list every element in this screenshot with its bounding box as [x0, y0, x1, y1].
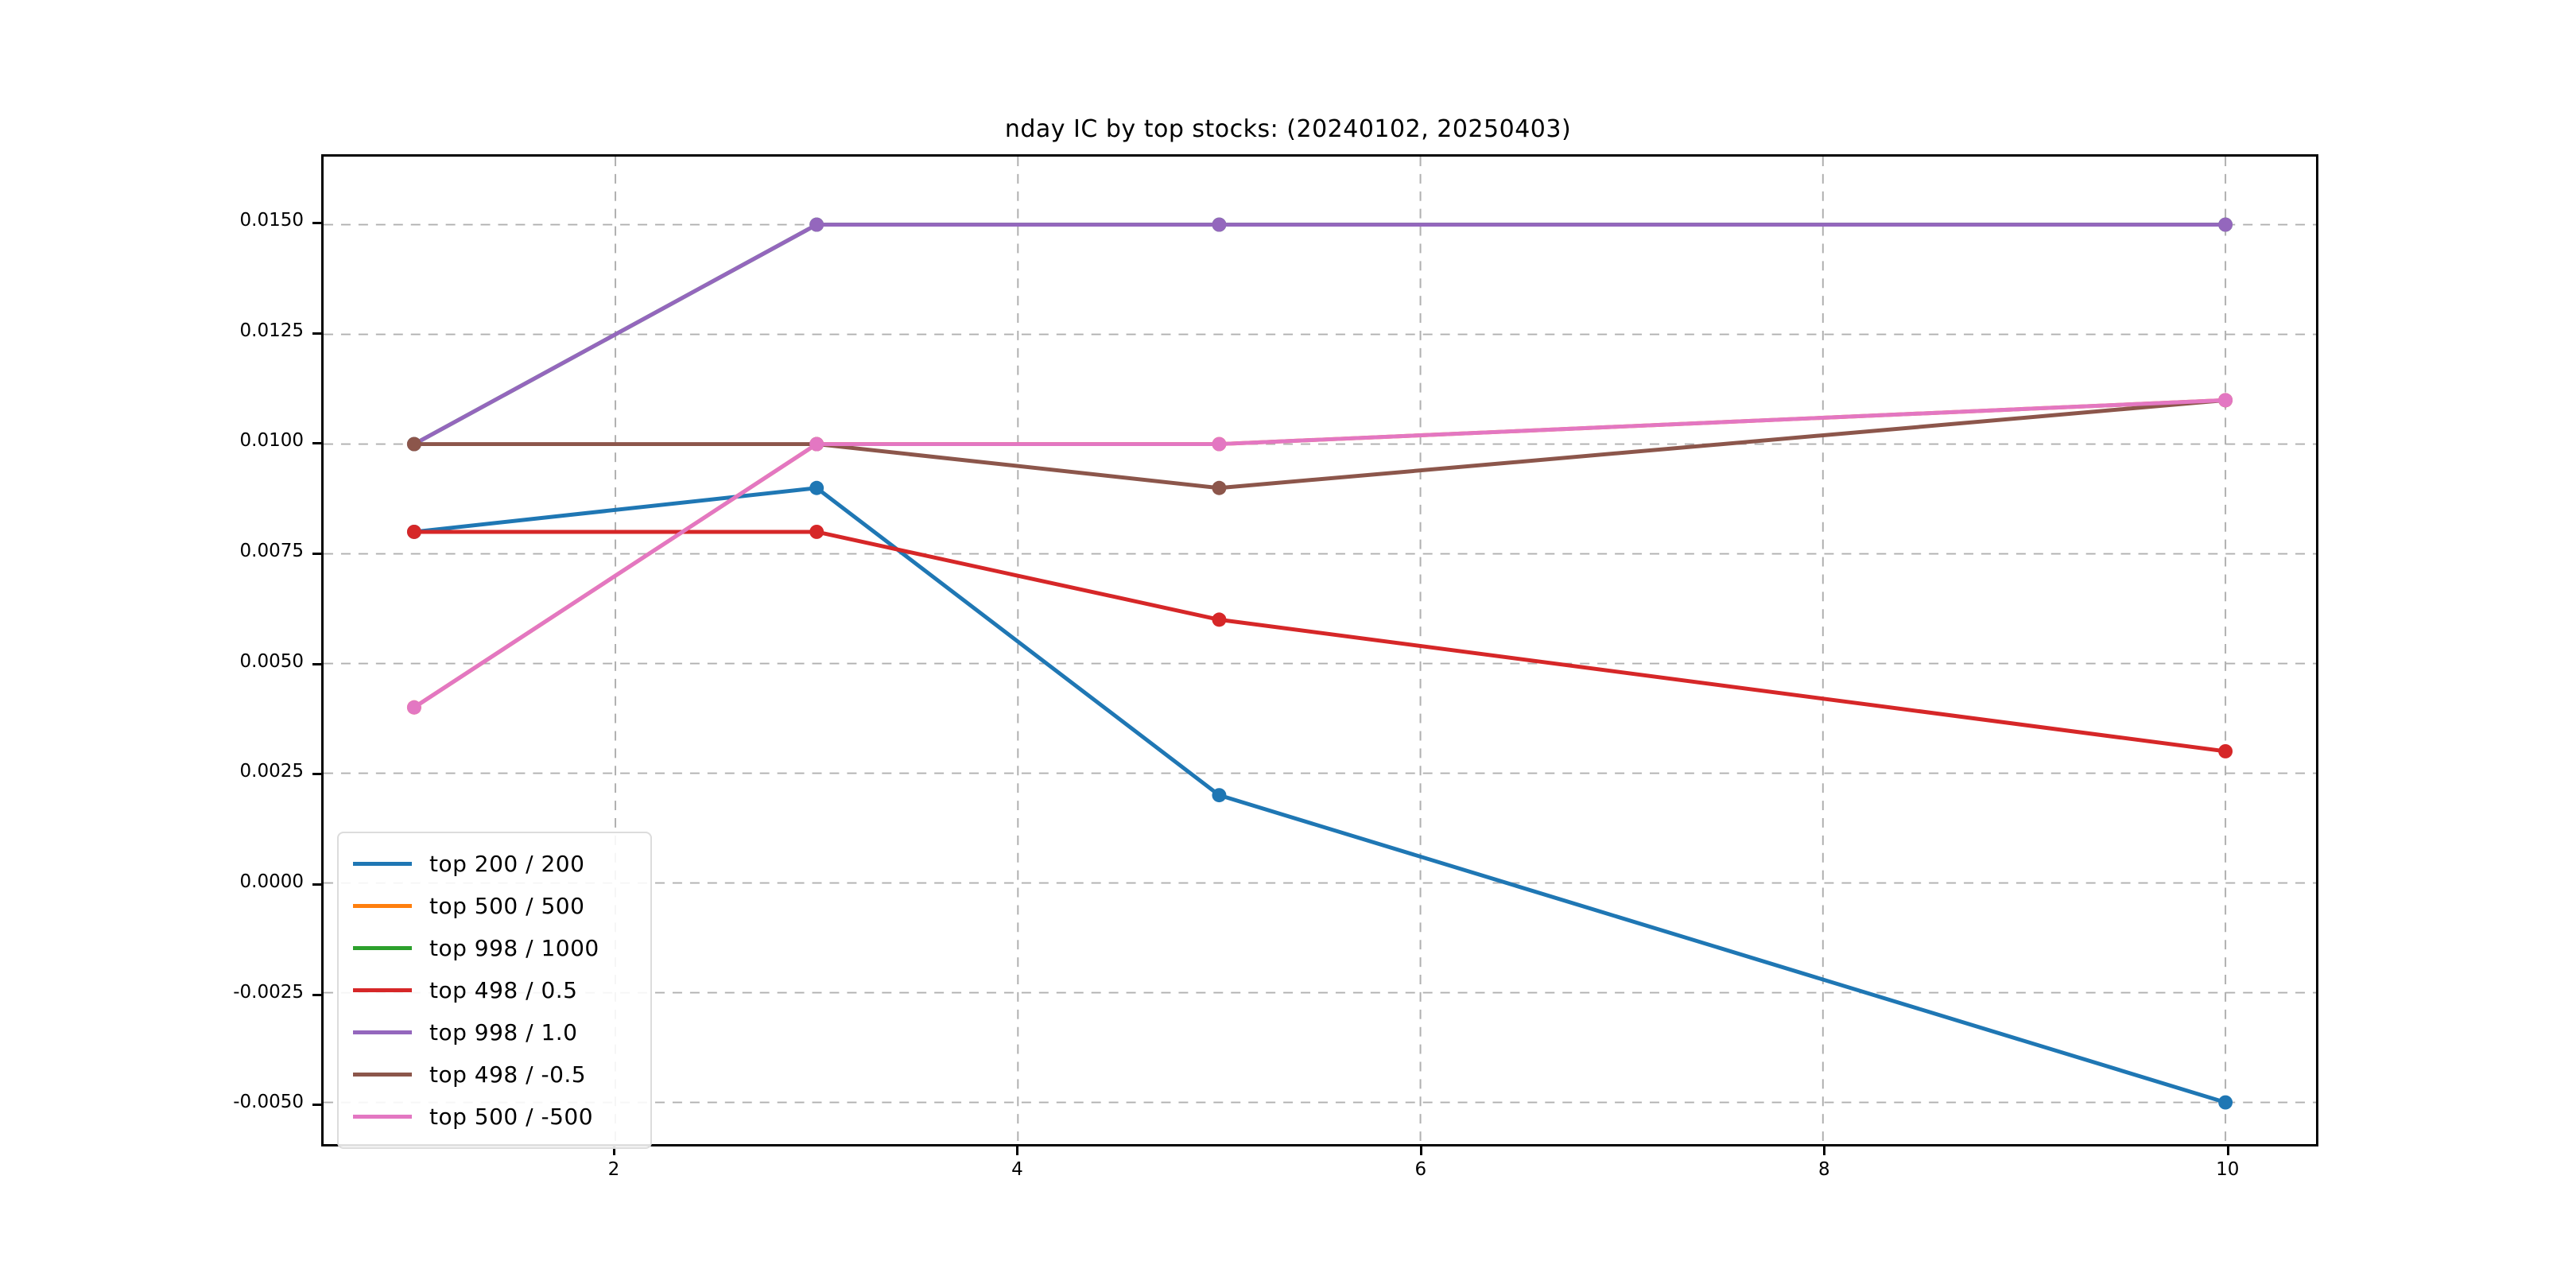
data-point-marker — [809, 436, 824, 452]
data-point-marker — [809, 480, 824, 495]
data-series — [406, 393, 2233, 715]
grid-lines — [324, 157, 2316, 1144]
data-point-marker — [809, 525, 824, 539]
y-axis-tick-mark — [312, 552, 321, 555]
legend-item[interactable]: top 498 / -0.5 — [339, 1053, 650, 1096]
legend-item[interactable]: top 500 / -500 — [339, 1096, 650, 1138]
y-axis-tick-mark — [312, 883, 321, 886]
legend-item-label: top 998 / 1000 — [429, 935, 599, 961]
x-axis-tick-label: 4 — [1011, 1159, 1023, 1180]
data-point-marker — [2218, 1095, 2233, 1110]
y-axis-tick-mark — [312, 662, 321, 665]
y-axis-tick-label: 0.0050 — [239, 650, 304, 672]
chart-legend[interactable]: top 200 / 200 top 500 / 500 top 998 / 1000… — [337, 832, 652, 1149]
data-point-marker — [406, 436, 421, 452]
data-point-marker — [406, 525, 421, 539]
y-axis-tick-mark — [312, 993, 321, 996]
legend-item-label: top 200 / 200 — [429, 851, 585, 877]
data-point-marker — [1212, 480, 1227, 495]
data-point-marker — [1212, 217, 1227, 232]
legend-color-swatch — [353, 862, 412, 866]
y-axis-tick-mark — [312, 442, 321, 445]
legend-color-swatch — [353, 904, 412, 908]
y-axis-tick-mark — [312, 221, 321, 224]
x-axis-tick-label: 2 — [607, 1159, 620, 1180]
x-axis-tick-label: 10 — [2216, 1159, 2240, 1180]
x-axis-tick-mark — [1419, 1146, 1422, 1155]
legend-color-swatch — [353, 1073, 412, 1077]
y-axis-tick-label: -0.0050 — [233, 1092, 304, 1113]
y-axis-tick-label: 0.0150 — [239, 209, 304, 231]
legend-item-label: top 500 / 500 — [429, 893, 585, 919]
legend-item[interactable]: top 200 / 200 — [339, 843, 650, 885]
legend-item[interactable]: top 498 / 0.5 — [339, 969, 650, 1011]
legend-item-label: top 498 / 0.5 — [429, 977, 578, 1003]
data-point-marker — [1212, 788, 1227, 803]
data-point-marker — [1212, 436, 1227, 452]
legend-item-label: top 500 / -500 — [429, 1104, 594, 1130]
y-axis-tick-label: 0.0075 — [239, 540, 304, 561]
y-axis-tick-label: 0.0100 — [239, 430, 304, 452]
y-axis-tick-mark — [312, 1104, 321, 1107]
x-axis-tick-mark — [1016, 1146, 1019, 1155]
legend-item[interactable]: top 998 / 1.0 — [339, 1011, 650, 1053]
data-series — [406, 525, 2233, 758]
legend-color-swatch — [353, 1030, 412, 1034]
legend-item-label: top 998 / 1.0 — [429, 1019, 578, 1046]
y-axis-tick-label: 0.0125 — [239, 320, 304, 341]
legend-color-swatch — [353, 988, 412, 992]
legend-item-label: top 498 / -0.5 — [429, 1061, 587, 1088]
y-axis-tick-label: 0.0025 — [239, 761, 304, 782]
data-point-marker — [406, 700, 421, 715]
x-axis-tick-mark — [1823, 1146, 1826, 1155]
series-plot — [324, 157, 2316, 1144]
data-point-marker — [809, 217, 824, 232]
x-axis-tick-mark — [612, 1146, 615, 1155]
page-title: nday IC by top stocks: (20240102, 202504… — [1004, 115, 1572, 143]
y-axis-tick-mark — [312, 332, 321, 335]
legend-color-swatch — [353, 946, 412, 950]
plot-area — [321, 154, 2318, 1146]
legend-item[interactable]: top 500 / 500 — [339, 885, 650, 927]
y-axis-tick-label: 0.0000 — [239, 871, 304, 892]
x-axis-tick-label: 8 — [1818, 1159, 1830, 1180]
data-point-marker — [1212, 612, 1227, 627]
data-series — [406, 480, 2233, 1110]
data-point-marker — [2218, 393, 2233, 408]
y-axis-tick-label: -0.0025 — [233, 981, 304, 1003]
x-axis-tick-label: 6 — [1414, 1159, 1427, 1180]
x-axis-tick-mark — [2226, 1146, 2229, 1155]
y-axis-tick-mark — [312, 773, 321, 776]
legend-item[interactable]: top 998 / 1000 — [339, 927, 650, 969]
data-point-marker — [2218, 217, 2233, 232]
legend-color-swatch — [353, 1115, 412, 1119]
data-point-marker — [2218, 744, 2233, 758]
